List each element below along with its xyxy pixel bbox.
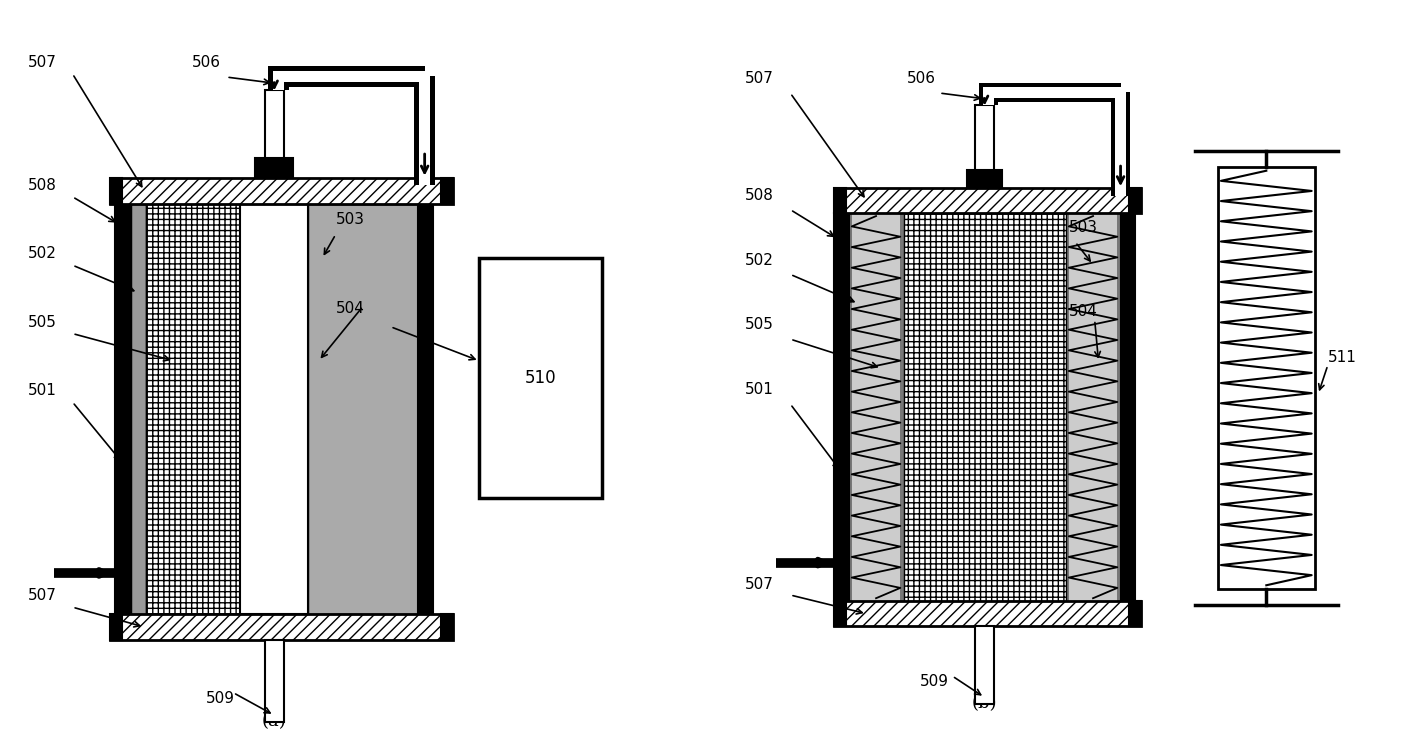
Bar (415, 76, 435, 185)
Bar (418, 203, 433, 614)
Bar (1112, 92, 1130, 196)
Bar (1129, 188, 1140, 213)
Text: 504: 504 (1069, 305, 1097, 320)
Bar (272, 71, 429, 82)
Text: 506: 506 (192, 54, 221, 70)
Bar (1116, 92, 1126, 196)
Bar (479, 259, 603, 497)
Bar (966, 170, 1002, 188)
Text: (a): (a) (262, 712, 286, 730)
Bar (983, 87, 1126, 98)
Bar (834, 213, 848, 602)
Text: 507: 507 (745, 71, 774, 86)
Bar (979, 92, 997, 105)
Bar (1117, 213, 1120, 602)
Bar (110, 178, 453, 203)
Text: 503: 503 (336, 212, 365, 227)
Text: 502: 502 (745, 253, 774, 268)
Bar (145, 203, 239, 614)
Bar (834, 188, 1140, 213)
Text: 506: 506 (906, 71, 936, 86)
Text: 509: 509 (205, 691, 235, 706)
Bar (1066, 213, 1069, 602)
Bar (983, 92, 993, 105)
Bar (239, 203, 308, 614)
Bar (834, 602, 846, 626)
Text: 504: 504 (336, 301, 365, 316)
Text: 505: 505 (28, 314, 57, 330)
Bar (848, 213, 852, 602)
Bar (115, 203, 131, 614)
Bar (419, 76, 430, 185)
Bar (131, 203, 145, 614)
Text: 505: 505 (745, 318, 774, 333)
Bar (834, 602, 1140, 626)
Bar (1120, 213, 1134, 602)
Bar (976, 626, 993, 704)
Bar (110, 178, 123, 203)
Bar (834, 188, 846, 213)
Bar (272, 76, 284, 90)
Text: 507: 507 (745, 577, 774, 591)
Bar (110, 614, 123, 640)
Bar (442, 178, 453, 203)
Bar (268, 76, 288, 90)
Text: 502: 502 (28, 246, 57, 262)
Bar (903, 213, 1066, 602)
Bar (1066, 213, 1120, 602)
Text: 501: 501 (745, 383, 774, 397)
Bar (1129, 602, 1140, 626)
Text: 510: 510 (526, 369, 557, 387)
Text: (b): (b) (972, 693, 997, 711)
Bar (442, 614, 453, 640)
Text: 508: 508 (745, 188, 774, 203)
Text: 507: 507 (28, 54, 57, 70)
Bar (848, 213, 903, 602)
Text: 503: 503 (1069, 220, 1097, 235)
Bar (899, 213, 903, 602)
Bar (308, 203, 418, 614)
Bar (265, 640, 284, 722)
Text: 507: 507 (28, 588, 57, 603)
Bar (979, 82, 1120, 102)
Text: 508: 508 (28, 178, 57, 193)
Text: 511: 511 (1328, 350, 1357, 365)
Bar (110, 614, 453, 640)
Text: 509: 509 (919, 674, 949, 689)
Bar (255, 159, 294, 178)
Bar (265, 90, 284, 159)
Bar (976, 105, 993, 170)
Bar (268, 66, 425, 87)
Text: 501: 501 (28, 383, 57, 398)
Bar (1218, 168, 1315, 588)
